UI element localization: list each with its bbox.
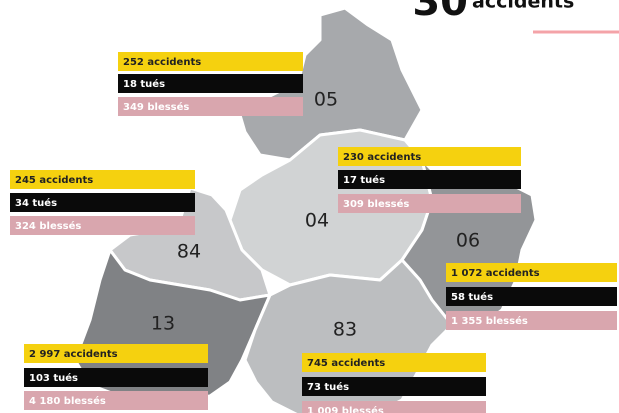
- stat-bar: [446, 263, 617, 282]
- stat-accidents: 230 accidents: [343, 152, 421, 163]
- stat-bar: [10, 193, 195, 212]
- stat-blesses: 309 blessés: [343, 198, 409, 210]
- header-unit: accidents: [472, 0, 574, 13]
- stat-blesses: 324 blessés: [15, 220, 81, 232]
- stat-bar: [446, 311, 617, 330]
- stat-tues: 18 tués: [123, 78, 165, 90]
- stat-bar: [302, 353, 486, 372]
- stat-bar: [24, 391, 208, 410]
- stat-bar: [10, 216, 195, 235]
- stat-bar: [302, 377, 486, 396]
- stat-accidents: 245 accidents: [15, 175, 93, 186]
- department-code: 84: [177, 241, 201, 263]
- stat-bar: [338, 170, 521, 189]
- stat-bar: [118, 97, 303, 116]
- stat-bar: [446, 287, 617, 306]
- stat-bar: [338, 194, 521, 213]
- stat-blesses: 1 355 blessés: [451, 315, 528, 327]
- department-code: 06: [456, 230, 480, 252]
- stat-bar: [118, 74, 303, 93]
- stat-tues: 34 tués: [15, 197, 57, 209]
- stat-accidents: 1 072 accidents: [451, 268, 540, 279]
- stat-accidents: 252 accidents: [123, 57, 201, 68]
- stat-bar: [118, 52, 303, 71]
- stat-tues: 58 tués: [451, 291, 493, 303]
- department-code: 05: [314, 89, 338, 111]
- stat-bar: [302, 401, 486, 413]
- stat-bar: [10, 170, 195, 189]
- stat-tues: 73 tués: [307, 381, 349, 393]
- stat-blesses: 349 blessés: [123, 101, 189, 113]
- department-code: 83: [333, 319, 357, 341]
- stat-tues: 103 tués: [29, 372, 78, 384]
- stat-blesses: 1 009 blessés: [307, 405, 384, 413]
- header-number: 30: [412, 0, 468, 25]
- department-code: 13: [151, 313, 175, 335]
- stat-blesses: 4 180 blessés: [29, 395, 106, 407]
- stat-bar: [24, 344, 208, 363]
- stat-tues: 17 tués: [343, 174, 385, 186]
- stat-accidents: 2 997 accidents: [29, 349, 118, 360]
- department-code: 04: [305, 210, 329, 232]
- stat-bar: [338, 147, 521, 166]
- stat-accidents: 745 accidents: [307, 358, 385, 369]
- stat-bar: [24, 368, 208, 387]
